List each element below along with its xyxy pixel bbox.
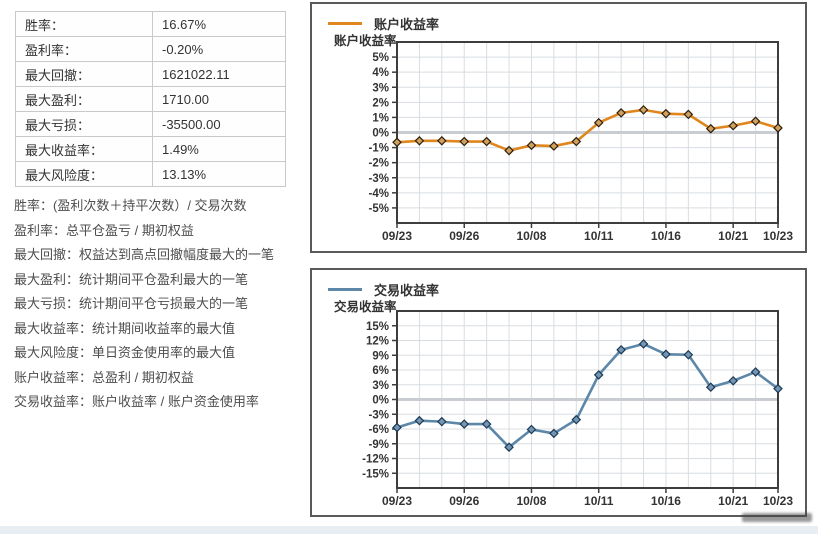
svg-text:-5%: -5% [369,203,389,215]
svg-text:12%: 12% [366,336,389,348]
y-axis-title: 交易收益率 [334,300,397,314]
stats-table: 胜率： 16.67% 盈利率： -0.20% 最大回撤： 1621022.11 … [15,11,286,187]
stat-label: 最大回撤： [15,61,153,87]
stat-row-max-risk: 最大风险度： 13.13% [15,161,286,187]
svg-text:-1%: -1% [369,143,389,155]
svg-text:0%: 0% [372,395,389,407]
svg-text:0%: 0% [372,128,389,140]
stat-value: 13.13% [152,161,286,187]
stat-row-profit-rate: 盈利率： -0.20% [15,36,286,62]
svg-text:09/26: 09/26 [449,494,479,508]
svg-text:6%: 6% [372,365,389,377]
stat-value: 1.49% [152,136,286,162]
legend-label: 交易收益率 [374,283,440,298]
svg-text:3%: 3% [372,380,389,392]
stat-row-max-return-rate: 最大收益率： 1.49% [15,136,286,162]
watermark [742,513,812,522]
stat-value: -35500.00 [152,111,286,137]
svg-text:-3%: -3% [369,409,389,421]
note-line: 最大回撤：权益达到高点回撤幅度最大的一笔 [14,247,275,262]
trade-return-chart: 15% 12% 9% 6% 3% 0% -3% -6% -9% -12% -15% 09/23 09/2… [362,310,793,508]
stat-row-max-profit: 最大盈利： 1710.00 [15,86,286,112]
legend-account: 账户收益率 [328,14,439,33]
svg-text:-2%: -2% [369,158,389,170]
stat-value: -0.20% [152,36,286,62]
svg-text:-12%: -12% [362,454,389,466]
svg-text:10/21: 10/21 [718,494,748,508]
note-line: 胜率：(盈利次数＋持平次数）/ 交易次数 [14,198,247,213]
legend-trade: 交易收益率 [328,280,439,299]
svg-text:-15%: -15% [362,468,389,480]
svg-text:10/11: 10/11 [584,494,614,508]
metric-definitions: 胜率：(盈利次数＋持平次数）/ 交易次数 盈利率：总平仓盈亏 / 期初权益 最大… [14,194,310,415]
stat-row-max-drawdown: 最大回撤： 1621022.11 [15,61,286,87]
svg-text:09/26: 09/26 [449,229,479,243]
svg-text:9%: 9% [372,350,389,362]
svg-text:10/16: 10/16 [651,494,681,508]
svg-text:1%: 1% [372,112,389,124]
svg-text:-6%: -6% [369,424,389,436]
note-line: 最大风险度：单日资金使用率的最大值 [14,345,236,360]
y-axis-title: 账户收益率 [334,34,397,48]
stat-label: 最大亏损： [15,111,153,137]
stat-value: 1710.00 [152,86,286,112]
stat-value: 16.67% [152,11,286,37]
note-line: 最大盈利：统计期间平仓盈利最大的一笔 [14,271,249,287]
stat-label: 最大风险度： [15,161,153,187]
account-return-chart: 5% 4% 3% 2% 1% 0% -1% -2% -3% -4% -5% 09/23 09/26 10/… [369,41,793,243]
stat-label: 胜率： [15,11,153,37]
svg-text:10/23: 10/23 [763,229,793,243]
page-bottom-strip [0,526,818,534]
legend-label: 账户收益率 [374,17,440,32]
note-line: 交易收益率：账户收益率 / 账户资金使用率 [14,394,259,409]
stat-label: 最大收益率： [15,136,153,162]
svg-text:15%: 15% [366,321,389,333]
note-line: 账户收益率：总盈利 / 期初权益 [14,369,194,385]
svg-text:10/21: 10/21 [718,229,748,243]
stat-label: 盈利率： [15,36,153,62]
svg-text:-3%: -3% [369,173,389,185]
svg-text:10/23: 10/23 [763,494,793,508]
note-line: 盈利率：总平仓盈亏 / 期初权益 [14,222,194,238]
orange-line-icon [328,22,362,25]
note-line: 最大收益率：统计期间收益率的最大值 [14,320,236,336]
svg-text:-4%: -4% [369,188,389,200]
svg-text:09/23: 09/23 [382,229,412,243]
svg-text:09/23: 09/23 [382,494,412,508]
svg-text:10/11: 10/11 [584,229,614,243]
trade-return-chart-panel: 15% 12% 9% 6% 3% 0% -3% -6% -9% -12% -15% 09/23 09/2… [310,268,807,517]
stat-row-max-loss: 最大亏损： -35500.00 [15,111,286,137]
stat-label: 最大盈利： [15,86,153,112]
note-line: 最大亏损：统计期间平仓亏损最大的一笔 [14,296,249,311]
svg-text:3%: 3% [372,82,389,94]
blue-line-icon [328,288,362,291]
svg-text:4%: 4% [372,67,389,79]
account-return-chart-panel: 5% 4% 3% 2% 1% 0% -1% -2% -3% -4% -5% 09/23 09/26 10/… [310,2,807,253]
stat-value: 1621022.11 [152,61,286,87]
svg-text:10/08: 10/08 [516,229,546,243]
svg-text:5%: 5% [372,52,389,64]
svg-text:2%: 2% [372,97,389,109]
svg-text:10/08: 10/08 [516,494,546,508]
stat-row-win-rate: 胜率： 16.67% [15,11,286,37]
svg-text:10/16: 10/16 [651,229,681,243]
svg-text:-9%: -9% [369,439,389,451]
